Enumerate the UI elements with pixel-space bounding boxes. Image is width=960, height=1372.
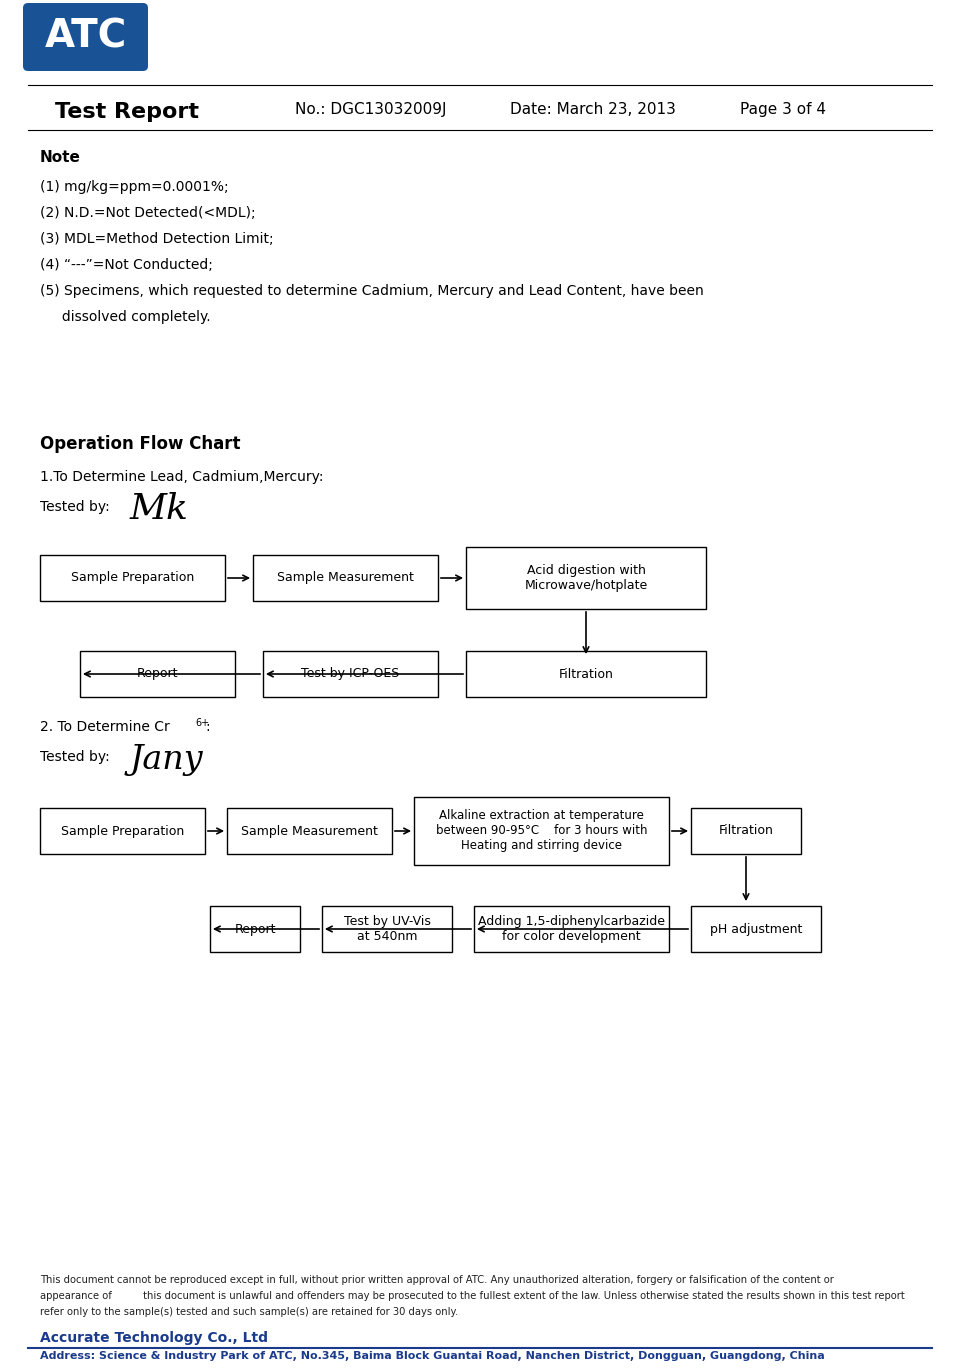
Text: Test by UV-Vis
at 540nm: Test by UV-Vis at 540nm [344,915,430,943]
FancyBboxPatch shape [23,3,148,71]
Text: (4) “---”=Not Conducted;: (4) “---”=Not Conducted; [40,258,213,272]
Text: This document cannot be reproduced except in full, without prior written approva: This document cannot be reproduced excep… [40,1275,834,1286]
Text: Filtration: Filtration [719,825,774,837]
Bar [210,906,300,952]
Bar [474,906,669,952]
Text: Operation Flow Chart: Operation Flow Chart [40,435,241,453]
Text: 6+: 6+ [195,718,209,729]
Text: (1) mg/kg=ppm=0.0001%;: (1) mg/kg=ppm=0.0001%; [40,180,228,193]
Text: Filtration: Filtration [559,668,613,681]
Text: Sample Preparation: Sample Preparation [71,572,194,584]
Text: dissolved completely.: dissolved completely. [40,310,210,324]
Text: Report: Report [136,668,179,681]
Text: appearance of          this document is unlawful and offenders may be prosecuted: appearance of this document is unlawful … [40,1291,904,1301]
Text: Sample Preparation: Sample Preparation [60,825,184,837]
Text: Accurate Technology Co., Ltd: Accurate Technology Co., Ltd [40,1331,268,1345]
Bar [466,547,706,609]
Text: 1.To Determine Lead, Cadmium,Mercury:: 1.To Determine Lead, Cadmium,Mercury: [40,471,324,484]
Bar [414,797,669,864]
Text: (3) MDL=Method Detection Limit;: (3) MDL=Method Detection Limit; [40,232,274,246]
Text: No.: DGC13032009J: No.: DGC13032009J [295,102,446,117]
Text: Sample Measurement: Sample Measurement [241,825,378,837]
Bar [322,906,452,952]
Text: Sample Measurement: Sample Measurement [277,572,414,584]
Text: Adding 1,5-diphenylcarbazide
for color development: Adding 1,5-diphenylcarbazide for color d… [478,915,665,943]
Text: Address: Science & Industry Park of ATC, No.345, Baima Block Guantai Road, Nanch: Address: Science & Industry Park of ATC,… [40,1351,825,1361]
Text: Tested by:: Tested by: [40,499,109,514]
Text: refer only to the sample(s) tested and such sample(s) are retained for 30 days o: refer only to the sample(s) tested and s… [40,1308,458,1317]
Text: Report: Report [234,922,276,936]
Text: Page 3 of 4: Page 3 of 4 [740,102,826,117]
Text: Date: March 23, 2013: Date: March 23, 2013 [510,102,676,117]
Text: (5) Specimens, which requested to determine Cadmium, Mercury and Lead Content, h: (5) Specimens, which requested to determ… [40,284,704,298]
Text: Test by ICP-OES: Test by ICP-OES [301,668,399,681]
Bar [691,906,821,952]
Text: Mk: Mk [130,493,189,525]
Bar [263,650,438,697]
Text: Alkaline extraction at temperature
between 90-95°C    for 3 hours with
Heating a: Alkaline extraction at temperature betwe… [436,809,647,852]
Text: Acid digestion with
Microwave/hotplate: Acid digestion with Microwave/hotplate [524,564,648,591]
Bar [227,808,392,853]
Bar [80,650,235,697]
Bar [466,650,706,697]
Text: Jany: Jany [130,744,204,777]
Bar [40,556,225,601]
Text: 2. To Determine Cr: 2. To Determine Cr [40,720,170,734]
Text: (2) N.D.=Not Detected(<MDL);: (2) N.D.=Not Detected(<MDL); [40,206,255,220]
Text: :: : [205,720,209,734]
Text: Note: Note [40,150,81,165]
Bar [691,808,801,853]
Bar [40,808,205,853]
Text: ATC: ATC [44,18,127,56]
Text: pH adjustment: pH adjustment [709,922,803,936]
Bar [253,556,438,601]
Text: Tested by:: Tested by: [40,750,109,764]
Text: Test Report: Test Report [55,102,199,122]
